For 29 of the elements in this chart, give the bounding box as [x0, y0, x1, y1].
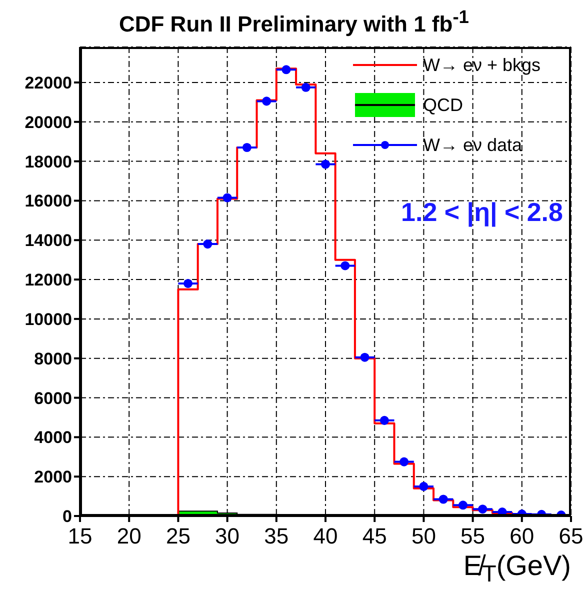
x-axis-title: E̸$_{T}$(GeV): [463, 550, 571, 588]
x-tick-label: 20: [116, 524, 142, 549]
x-tick-label: 55: [460, 524, 486, 549]
legend-label: QCD: [423, 94, 463, 116]
y-tick-label: 8000: [34, 349, 72, 368]
y-tick-label: 20000: [24, 112, 72, 132]
y-tick-label: 12000: [24, 270, 72, 290]
y-tick-label: 0: [62, 507, 72, 526]
y-tick-label: 14000: [24, 231, 72, 250]
y-tick-label: 2000: [34, 468, 72, 487]
x-tick-label: 25: [166, 524, 190, 549]
chart-title: CDF Run II Preliminary with 1 fb$^{-1}$: [118, 6, 470, 38]
x-tick-label: 30: [215, 524, 240, 549]
x-tick-label: 35: [264, 524, 289, 549]
y-tick-label: 10000: [24, 310, 72, 329]
y-tick-label: 16000: [24, 192, 72, 211]
y-tick-label: 22000: [24, 74, 72, 93]
x-tick-label: 45: [362, 524, 387, 549]
annotation: 1.2 < |η| < 2.8: [401, 197, 563, 228]
x-tick-label: 15: [68, 524, 92, 549]
x-tick-label: 60: [510, 524, 534, 549]
legend-label: W→ eν + bkgs: [423, 54, 541, 76]
x-tick-label: 65: [558, 524, 584, 549]
y-tick-label: 4000: [34, 428, 72, 448]
y-tick-label: 18000: [24, 152, 72, 172]
legend-label: W→ eν data: [423, 134, 522, 156]
x-tick-label: 50: [411, 524, 436, 549]
y-tick-label: 6000: [34, 388, 72, 408]
x-tick-label: 40: [313, 524, 338, 549]
